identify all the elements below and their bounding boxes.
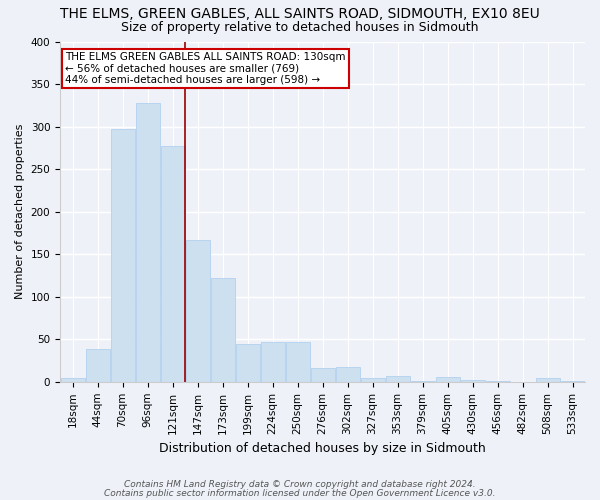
Bar (211, 278, 235, 382)
Bar (61, 378, 85, 382)
Bar (410, 381, 434, 382)
Text: Size of property relative to detached houses in Sidmouth: Size of property relative to detached ho… (121, 21, 479, 34)
Bar (436, 376, 460, 382)
Text: Contains HM Land Registry data © Crown copyright and database right 2024.: Contains HM Land Registry data © Crown c… (124, 480, 476, 489)
Bar (136, 103, 160, 382)
Bar (485, 381, 509, 382)
Bar (461, 380, 485, 382)
Bar (260, 342, 284, 382)
Text: Contains public sector information licensed under the Open Government Licence v3: Contains public sector information licen… (104, 490, 496, 498)
Bar (86, 350, 110, 382)
Bar (361, 378, 385, 382)
Bar (335, 368, 359, 382)
X-axis label: Distribution of detached houses by size in Sidmouth: Distribution of detached houses by size … (159, 442, 486, 455)
Bar (311, 368, 335, 382)
Bar (185, 240, 209, 382)
Bar (386, 376, 410, 382)
Y-axis label: Number of detached properties: Number of detached properties (15, 124, 25, 300)
Bar (286, 342, 310, 382)
Bar (560, 381, 584, 382)
Bar (536, 378, 560, 382)
Bar (110, 129, 134, 382)
Bar (161, 146, 185, 382)
Text: THE ELMS, GREEN GABLES, ALL SAINTS ROAD, SIDMOUTH, EX10 8EU: THE ELMS, GREEN GABLES, ALL SAINTS ROAD,… (60, 8, 540, 22)
Text: THE ELMS GREEN GABLES ALL SAINTS ROAD: 130sqm
← 56% of detached houses are small: THE ELMS GREEN GABLES ALL SAINTS ROAD: 1… (65, 52, 346, 85)
Bar (236, 344, 260, 382)
